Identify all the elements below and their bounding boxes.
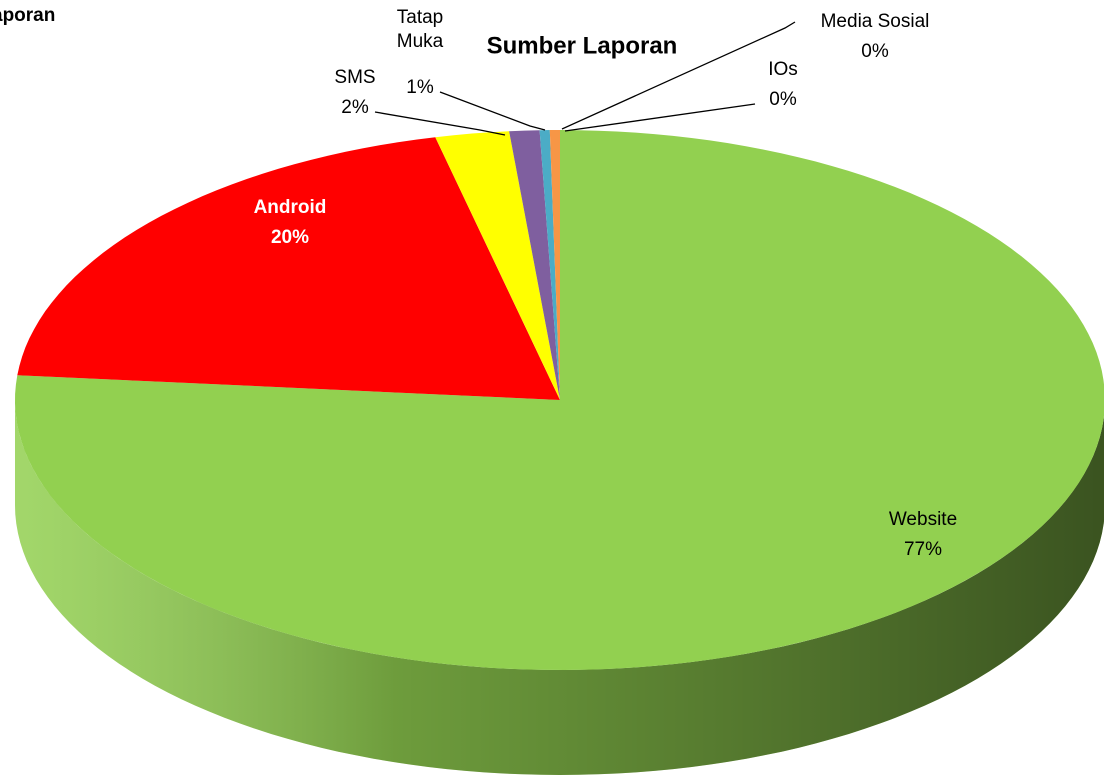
data-label-name: Android xyxy=(254,197,327,218)
slice-side-shade xyxy=(15,400,1104,775)
data-label-name: Tatap Muka xyxy=(397,7,444,52)
leader-line xyxy=(564,103,756,132)
data-label-value: 77% xyxy=(904,539,942,560)
data-label-name: IOs xyxy=(768,59,798,80)
pie xyxy=(15,130,1104,775)
data-label-value: 1% xyxy=(406,77,434,98)
data-label-name: Website xyxy=(889,509,957,530)
data-label-value: 0% xyxy=(769,89,797,110)
slice xyxy=(15,130,1104,670)
leader-line xyxy=(374,111,506,136)
data-label-value: 20% xyxy=(271,227,309,248)
chart-title: Sumber Laporan xyxy=(487,32,678,59)
slice xyxy=(17,137,561,400)
data-label-name: Media Sosial xyxy=(821,11,930,32)
data-label-name-part: Tatap xyxy=(397,7,443,28)
leader-line xyxy=(439,91,546,131)
annotation: aporan xyxy=(0,5,55,26)
data-label-value: 2% xyxy=(341,97,369,118)
slice xyxy=(509,130,560,400)
slice xyxy=(539,130,560,400)
slice xyxy=(549,130,560,400)
data-label-value: 0% xyxy=(861,41,889,62)
leader-line xyxy=(561,21,796,130)
slice xyxy=(435,131,560,400)
data-label-name-part: Muka xyxy=(397,31,444,52)
data-label-name: SMS xyxy=(334,67,375,88)
